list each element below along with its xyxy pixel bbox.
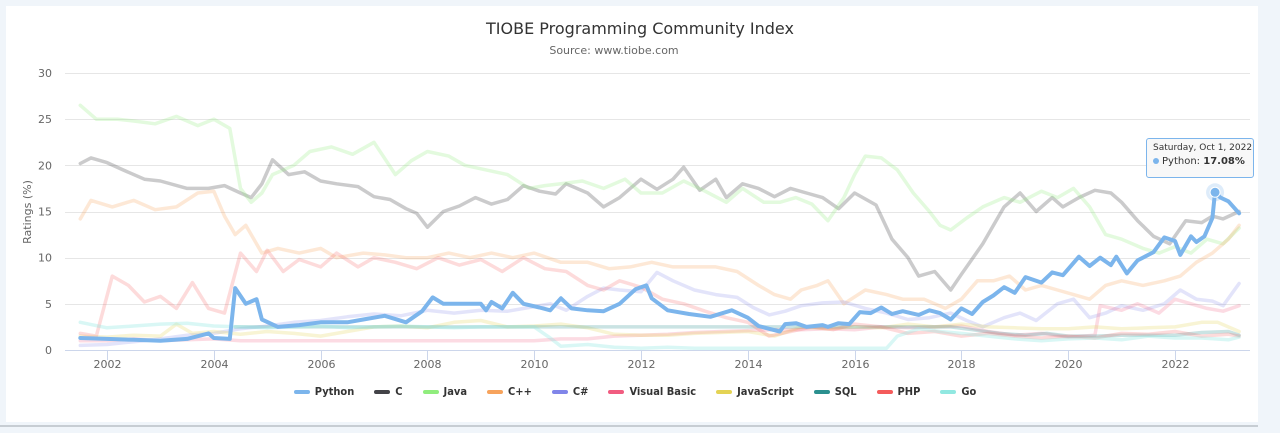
legend-swatch-icon: [487, 389, 504, 394]
y-tick-label: 20: [38, 159, 52, 172]
legend-label: Python: [314, 385, 355, 398]
y-axis-ticks: 0 5 10 15 20 25 30: [38, 67, 52, 357]
x-tick-label: 2002: [94, 358, 122, 371]
gridlines: [65, 73, 1250, 305]
y-tick-label: 0: [45, 344, 52, 357]
series-lines: [78, 103, 1242, 350]
legend-swatch-icon: [940, 389, 957, 394]
chart-title: TIOBE Programming Community Index: [486, 19, 794, 38]
legend-swatch-icon: [293, 389, 310, 394]
legend-label: SQL: [834, 385, 857, 398]
x-tick-label: 2010: [521, 358, 549, 371]
legend-label: Java: [443, 385, 468, 398]
hover-marker: [1206, 183, 1225, 202]
legend-label: Go: [961, 385, 977, 398]
y-tick-label: 15: [38, 206, 52, 219]
legend-swatch-icon: [813, 389, 830, 394]
series-line-visual-basic[interactable]: [78, 297, 1241, 343]
legend-swatch-icon: [422, 389, 439, 394]
y-axis-label: Ratings (%): [21, 180, 34, 244]
legend-item-sql[interactable]: SQL: [813, 385, 857, 398]
legend-label: C#: [572, 385, 589, 398]
x-tick-label: 2012: [628, 358, 656, 371]
x-axis-ticks: 2002 2004 2006 2008 2010 2012 2014 2016 2018 2020…: [94, 350, 1190, 371]
series-line-javascript[interactable]: [78, 318, 1241, 339]
legend-swatch-icon: [374, 389, 391, 394]
y-tick-label: 30: [38, 67, 52, 80]
legend: Python C Java C++ C# Visual Basic JavaScript SQ…: [0, 385, 1270, 398]
x-tick-label: 2018: [948, 358, 976, 371]
tooltip-value: 17.08%: [1203, 156, 1245, 167]
y-tick-label: 10: [38, 252, 52, 265]
legend-label: Visual Basic: [629, 385, 697, 398]
series-dot-icon: [1153, 158, 1159, 164]
chart-subtitle: Source: www.tiobe.com: [549, 44, 679, 57]
y-tick-label: 5: [45, 298, 52, 311]
tooltip-series-name: Python: [1162, 156, 1197, 167]
series-line-c-[interactable]: [78, 270, 1241, 348]
legend-item-java[interactable]: Java: [422, 385, 468, 398]
tooltip: Saturday, Oct 1, 2022 Python: 17.08%: [1146, 138, 1254, 178]
legend-swatch-icon: [876, 389, 893, 394]
legend-item-go[interactable]: Go: [940, 385, 976, 398]
x-tick-label: 2020: [1055, 358, 1083, 371]
tooltip-date: Saturday, Oct 1, 2022: [1153, 143, 1253, 153]
legend-item-javascript[interactable]: JavaScript: [716, 385, 794, 398]
legend-label: PHP: [897, 385, 921, 398]
x-tick-label: 2004: [201, 358, 229, 371]
legend-label: C++: [508, 385, 532, 398]
legend-swatch-icon: [716, 389, 733, 394]
x-tick-label: 2022: [1162, 358, 1190, 371]
legend-item-python[interactable]: Python: [293, 385, 355, 398]
x-tick-label: 2016: [842, 358, 870, 371]
x-tick-label: 2014: [735, 358, 763, 371]
y-tick-label: 25: [38, 113, 52, 126]
legend-label: C: [395, 385, 403, 398]
series-line-php[interactable]: [78, 248, 1241, 340]
legend-item-c-[interactable]: C#: [551, 385, 589, 398]
series-line-sql[interactable]: [233, 325, 1241, 338]
legend-item-visual-basic[interactable]: Visual Basic: [608, 385, 696, 398]
series-line-c[interactable]: [78, 156, 1241, 292]
x-tick-label: 2008: [414, 358, 442, 371]
legend-item-php[interactable]: PHP: [876, 385, 921, 398]
legend-item-c-[interactable]: C++: [487, 385, 532, 398]
legend-swatch-icon: [608, 389, 625, 394]
hover-point[interactable]: [1209, 186, 1221, 198]
series-line-python[interactable]: [78, 190, 1242, 343]
legend-label: JavaScript: [737, 385, 794, 398]
legend-item-c[interactable]: C: [374, 385, 403, 398]
tooltip-row: Python: 17.08%: [1153, 156, 1247, 167]
x-tick-label: 2006: [308, 358, 336, 371]
series-line-c-[interactable]: [78, 189, 1241, 311]
legend-swatch-icon: [551, 389, 568, 394]
scrollbar-track[interactable]: [0, 425, 1258, 427]
series-line-java[interactable]: [78, 103, 1241, 255]
